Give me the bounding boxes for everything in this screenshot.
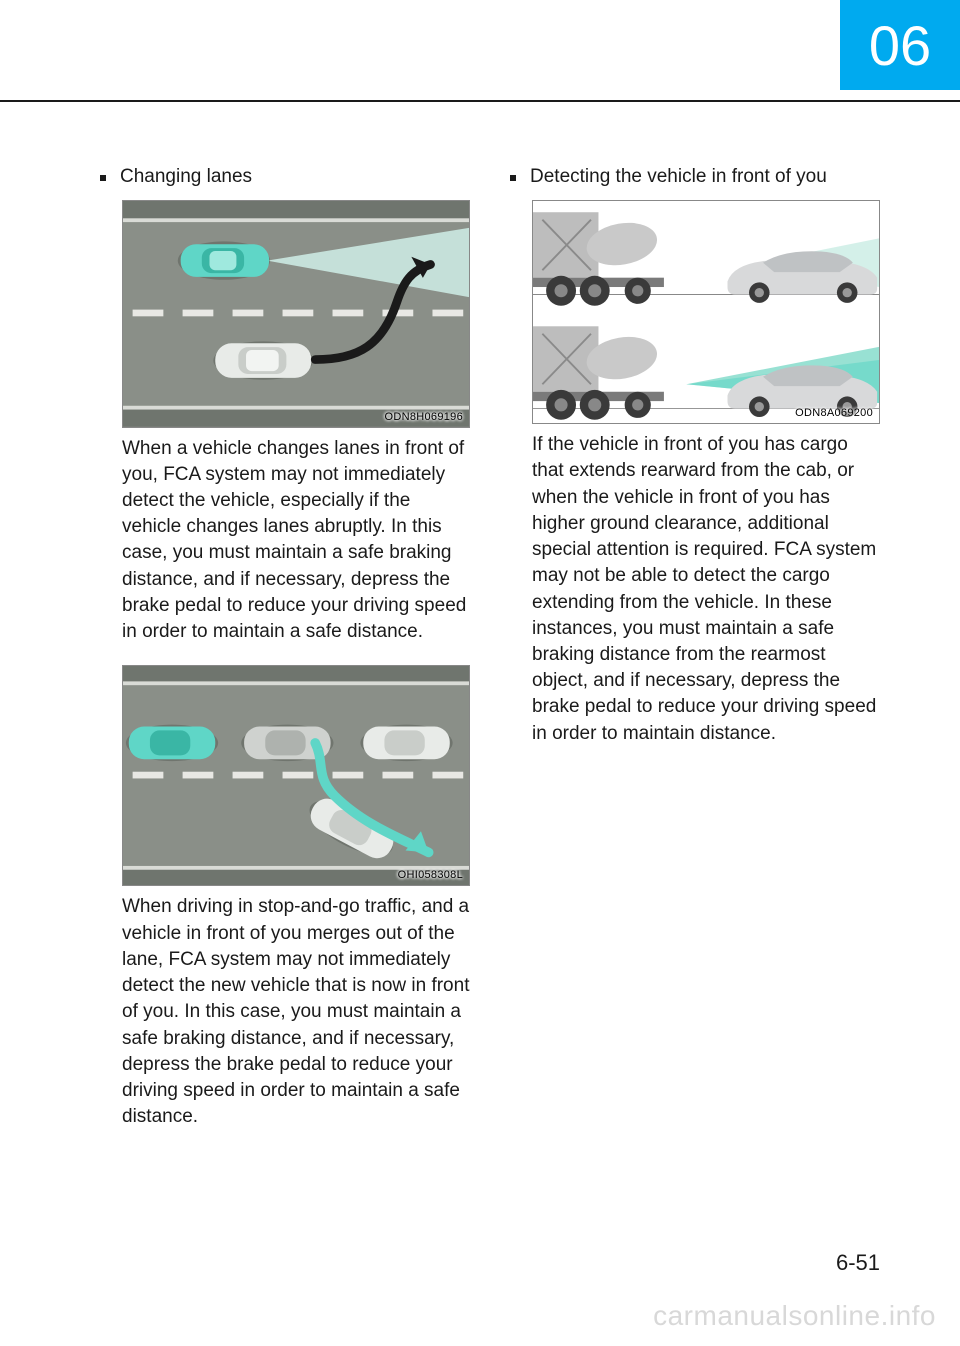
bullet-icon (510, 175, 516, 181)
watermark: carmanualsonline.info (653, 1300, 936, 1332)
paragraph: When a vehicle changes lanes in front of… (100, 436, 470, 646)
bullet-label: Detecting the vehicle in front of you (530, 165, 827, 190)
bullet-item: Changing lanes (100, 165, 470, 190)
bullet-icon (100, 175, 106, 181)
diagram-stop-and-go (123, 666, 469, 885)
chapter-number: 06 (869, 13, 931, 78)
content-area: Changing lanes (100, 165, 880, 1130)
figure-changing-lanes: ODN8H069196 (100, 200, 470, 428)
figure-code: OHI058308L (398, 869, 463, 881)
paragraph: If the vehicle in front of you has cargo… (510, 432, 880, 747)
paragraph: When driving in stop-and-go traffic, and… (100, 894, 470, 1130)
figure-code: ODN8A069200 (795, 407, 873, 419)
figure-stop-and-go: OHI058308L (100, 665, 470, 886)
diagram-truck-cargo (533, 201, 879, 424)
chapter-tab: 06 (840, 0, 960, 90)
bullet-label: Changing lanes (120, 165, 252, 190)
diagram-lane-change (123, 201, 469, 427)
right-column: Detecting the vehicle in front of you (510, 165, 880, 1130)
figure-code: ODN8H069196 (384, 411, 463, 423)
figure-detecting-vehicle: ODN8A069200 (510, 200, 880, 425)
page-number: 6-51 (836, 1250, 880, 1276)
left-column: Changing lanes (100, 165, 470, 1130)
horizontal-rule (0, 100, 960, 102)
bullet-item: Detecting the vehicle in front of you (510, 165, 880, 190)
